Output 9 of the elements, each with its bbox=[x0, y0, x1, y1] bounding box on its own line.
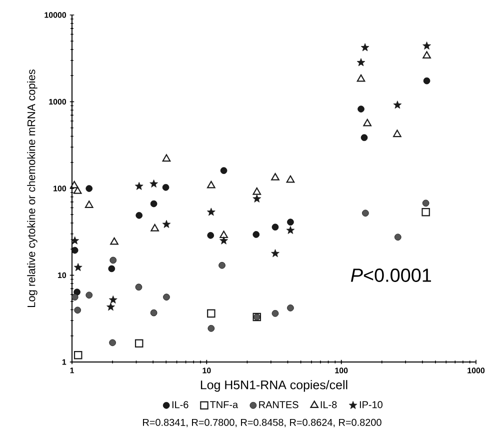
legend-label: IL-8 bbox=[320, 401, 337, 408]
x-axis-title: Log H5N1-RNA copies/cell bbox=[200, 380, 348, 392]
legend-label: IP-10 bbox=[360, 401, 382, 408]
annotation: P<0.0001 bbox=[350, 268, 432, 282]
text: R=0.8341, R=0.7800, R=0.8458, R=0.8624, R=0.8200 bbox=[143, 418, 382, 428]
legend-label: TNF-a bbox=[210, 401, 238, 408]
legend-label: RANTES bbox=[259, 401, 298, 408]
legend-label: IL-6 bbox=[172, 401, 188, 408]
y-axis-title: Log relative cytokine or chemokine mRNA copies bbox=[27, 70, 38, 307]
